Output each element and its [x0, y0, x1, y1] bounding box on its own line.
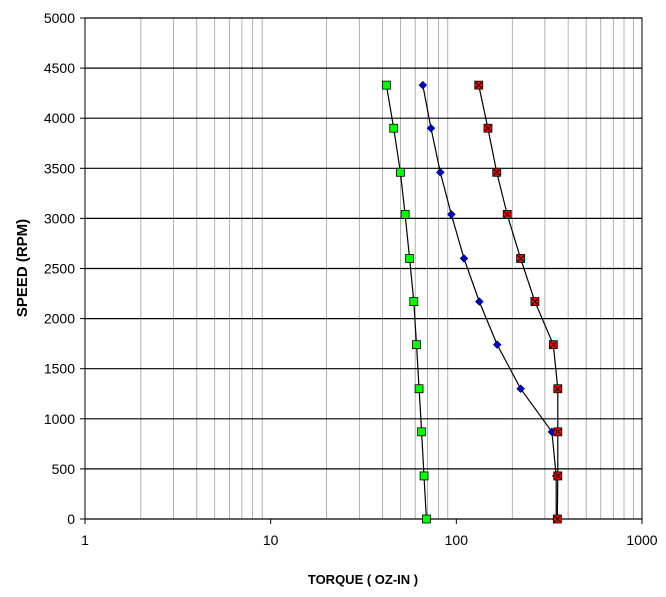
point-cross [554, 428, 562, 436]
point-cross [493, 168, 501, 176]
series-3-point [553, 384, 563, 394]
x-axis-title: TORQUE ( OZ-IN ) [308, 572, 418, 587]
series-2-point [459, 254, 469, 263]
series-3-point [552, 514, 562, 524]
series-1 [381, 80, 431, 524]
series-3-point [492, 167, 502, 177]
series-1-point [396, 167, 405, 177]
series-3-point [474, 80, 484, 90]
y-tick-label: 4000 [44, 110, 75, 126]
point-cross [553, 515, 561, 523]
series-3-point [548, 340, 558, 350]
y-tick-label: 5000 [44, 10, 75, 26]
point-cross [554, 385, 562, 393]
y-tick-label: 500 [52, 461, 76, 477]
y-tick-label: 0 [67, 511, 75, 527]
point-cross [484, 124, 492, 132]
y-tick-label: 1500 [44, 361, 75, 377]
series-3 [474, 80, 563, 524]
series-3-point [483, 123, 493, 133]
series-2-point [435, 167, 445, 177]
series-1-point [417, 427, 426, 437]
series-1-point [419, 471, 429, 481]
series-2-point [516, 384, 525, 394]
series-2-point [446, 210, 456, 219]
series-3-point [553, 471, 563, 481]
y-tick-label: 3000 [44, 210, 75, 226]
series-1-point [389, 123, 399, 133]
x-tick-label: 100 [445, 532, 469, 548]
x-tick-label: 1000 [626, 532, 657, 548]
x-tick-label: 1 [81, 532, 89, 548]
series-1-point [400, 209, 410, 219]
series-3-point [530, 297, 540, 306]
series-1-point [422, 514, 431, 524]
series-1-point [412, 340, 421, 350]
series-1-point [414, 384, 424, 394]
series-2-point [492, 340, 502, 350]
y-tick-label: 4500 [44, 60, 75, 76]
y-tick-label: 2500 [44, 261, 75, 277]
series-2-point [418, 80, 428, 90]
y-tick-label: 2000 [44, 311, 75, 327]
point-cross [554, 472, 562, 480]
y-axis-title: SPEED (RPM) [14, 219, 31, 317]
point-cross [517, 255, 524, 262]
series-2-point [474, 297, 484, 306]
tick-labels: 0 500 1000 1500 2000 2500 3000 3500 4000 4500 5000… [44, 10, 658, 548]
point-cross [531, 298, 539, 305]
point-cross [549, 341, 557, 349]
series-3-point [553, 427, 563, 437]
point-cross [503, 211, 511, 218]
y-tick-label: 1000 [44, 411, 75, 427]
series-1-point [409, 297, 419, 306]
y-tick-label: 3500 [44, 160, 75, 176]
data-series [381, 80, 563, 524]
series-3-point [502, 209, 512, 219]
series-3-point [516, 254, 526, 263]
x-tick-label: 10 [263, 532, 279, 548]
series-2-point [426, 123, 436, 133]
series-1-point [381, 80, 391, 90]
point-cross [475, 81, 483, 89]
series-1-point [405, 254, 414, 263]
